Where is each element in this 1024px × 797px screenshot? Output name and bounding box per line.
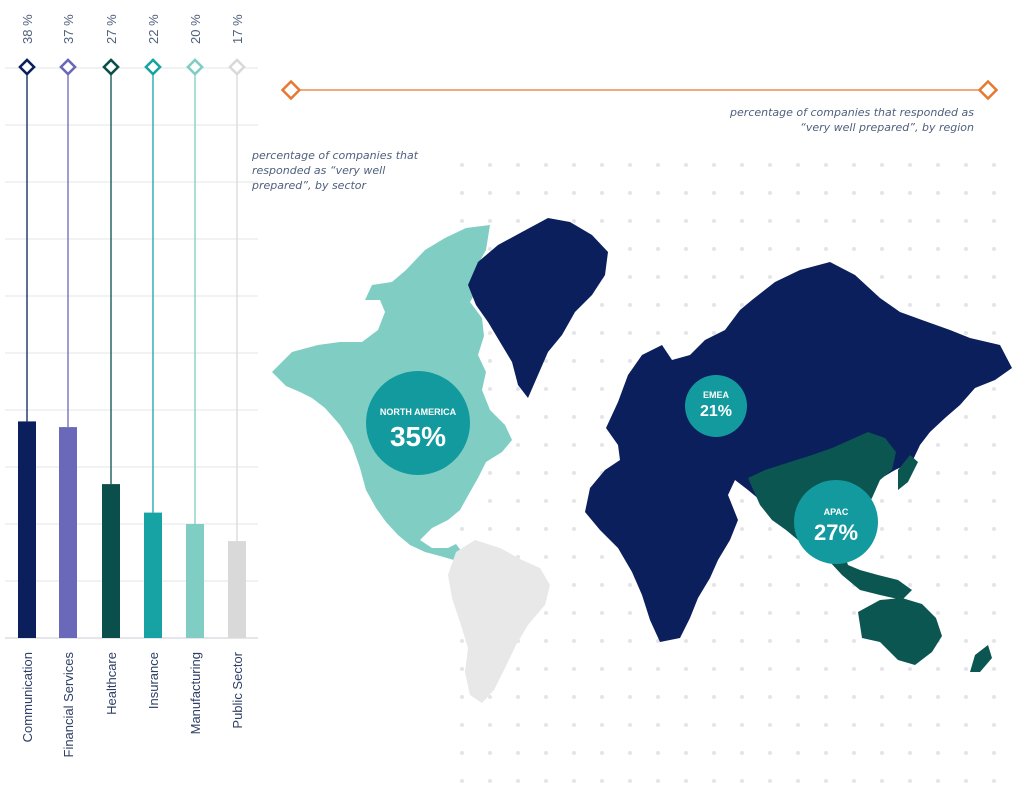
bar-diamond-marker (102, 58, 120, 76)
bar-value-label: 17 % (230, 14, 245, 44)
bar (144, 512, 162, 638)
north-america-label: NORTH AMERICA (380, 407, 457, 417)
south-america-land (448, 540, 550, 703)
australia-land (858, 598, 942, 665)
category-label: Public Sector (230, 651, 245, 728)
bar-diamond-marker (186, 58, 204, 76)
region-legend-line (280, 79, 999, 101)
bar (102, 484, 120, 638)
chart-gridlines (5, 67, 258, 639)
bar (18, 421, 36, 638)
north-america-value: 35% (390, 421, 446, 452)
emea-label: EMEA (703, 390, 730, 400)
region-marker-apac: APAC 27% (794, 480, 878, 564)
bar-value-label: 22 % (146, 14, 161, 44)
bar-diamond-marker (228, 58, 246, 76)
bar-value-label: 37 % (61, 14, 76, 44)
category-label: Insurance (146, 652, 161, 709)
new-zealand-land (970, 645, 992, 672)
apac-value: 27% (814, 520, 858, 545)
bar-value-label: 20 % (188, 14, 203, 44)
apac-label: APAC (824, 507, 849, 517)
sector-bar-chart: 38 % Communication 37 % Financial Services 2… (18, 14, 246, 758)
region-marker-emea: EMEA 21% (685, 375, 747, 437)
region-map-note: percentage of companies that responded a… (730, 106, 974, 134)
bar (59, 427, 77, 638)
emea-value: 21% (700, 403, 732, 420)
eurasia-africa-land (585, 262, 1012, 642)
bar-diamond-marker (18, 58, 36, 76)
bar (186, 524, 204, 638)
orange-diamond-marker-right (977, 79, 999, 101)
category-label: Manufacturing (188, 652, 203, 734)
region-markers: NORTH AMERICA 35% EMEA 21% APAC 27% (366, 371, 878, 564)
greenland-land (468, 218, 608, 398)
japan-land (898, 455, 918, 490)
bar-value-label: 27 % (104, 14, 119, 44)
bar-diamond-marker (59, 58, 77, 76)
region-marker-north-america: NORTH AMERICA 35% (366, 371, 470, 475)
bar-diamond-marker (144, 58, 162, 76)
category-label: Healthcare (104, 652, 119, 715)
category-label: Communication (20, 652, 35, 742)
sector-chart-note: percentage of companies that responded a… (252, 149, 419, 192)
bar-value-label: 38 % (20, 14, 35, 44)
category-label: Financial Services (61, 652, 76, 758)
orange-diamond-marker-left (280, 79, 302, 101)
bar (228, 541, 246, 638)
